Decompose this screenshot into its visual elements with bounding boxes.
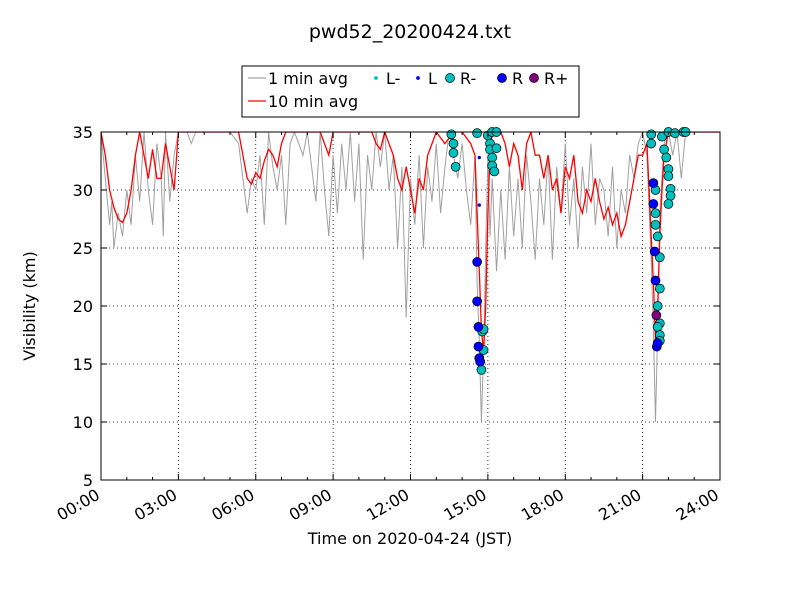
marker-rminus	[487, 152, 498, 163]
legend-label: L-	[386, 69, 400, 88]
marker-rplus	[651, 310, 662, 321]
legend-marker-swatch	[529, 73, 539, 83]
y-tick-label: 35	[73, 123, 93, 142]
x-tick-label: 00:00	[54, 485, 103, 525]
marker-l	[477, 203, 481, 207]
marker-rminus	[650, 219, 661, 230]
marker-rminus	[650, 208, 661, 219]
marker-rminus	[663, 199, 674, 209]
plot-area: 00:00 03:00 06:00 09:00 12:00 15:00 18:00 21:00…	[54, 123, 722, 525]
x-tick-label: 06:00	[208, 485, 257, 525]
legend-label: L	[428, 69, 437, 88]
legend-marker-swatch	[445, 73, 455, 83]
marker-rminus	[448, 148, 459, 158]
marker-rminus	[646, 138, 657, 149]
marker-rminus	[646, 129, 657, 140]
legend-marker-swatch	[416, 76, 420, 80]
marker-rminus	[665, 190, 676, 201]
x-tick-label: 09:00	[286, 485, 335, 525]
y-tick-label: 5	[83, 471, 93, 490]
precip-markers	[446, 127, 691, 375]
marker-rminus	[491, 143, 502, 154]
series-10min-avg	[101, 132, 720, 353]
marker-r	[649, 246, 660, 257]
legend-label: R-	[460, 69, 476, 88]
marker-rminus	[661, 152, 672, 163]
x-tick-label: 12:00	[363, 485, 412, 525]
marker-rminus	[652, 301, 663, 311]
marker-rminus	[659, 144, 669, 155]
marker-rminus	[450, 161, 461, 172]
axis-ticks: 00:00 03:00 06:00 09:00 12:00 15:00 18:00 21:00…	[54, 123, 722, 525]
marker-r	[472, 296, 482, 307]
x-tick-label: 15:00	[440, 485, 489, 525]
legend-label: R+	[544, 69, 569, 88]
legend-marker-swatch	[374, 76, 378, 80]
marker-rminus	[652, 322, 663, 332]
legend-marker-swatch	[497, 73, 507, 83]
x-tick-label: 24:00	[673, 485, 722, 525]
legend: 1 min avg L- L R- R R+ 10 min avg	[241, 65, 580, 118]
legend-label: R	[512, 69, 523, 88]
marker-r	[473, 341, 484, 352]
marker-r	[652, 338, 663, 348]
chart-title: pwd52_20200424.txt	[309, 21, 511, 43]
marker-l	[477, 155, 481, 160]
marker-rminus	[663, 171, 674, 181]
y-tick-label: 25	[73, 239, 93, 258]
legend-box	[241, 65, 580, 118]
marker-rminus	[489, 166, 500, 177]
legend-items: 1 min avg L- L R- R R+ 10 min avg	[248, 69, 569, 111]
marker-r	[648, 199, 659, 209]
marker-rminus	[654, 283, 665, 294]
y-tick-label: 20	[73, 297, 93, 316]
marker-rminus	[472, 128, 482, 139]
y-tick-label: 10	[73, 413, 93, 432]
marker-rminus	[652, 231, 663, 242]
marker-rminus	[476, 364, 487, 375]
x-axis-label: Time on 2020-04-24 (JST)	[307, 529, 512, 548]
series-1min-avg	[101, 132, 720, 423]
x-tick-label: 03:00	[131, 485, 180, 525]
marker-rminus	[446, 129, 457, 140]
y-tick-label: 30	[73, 181, 93, 200]
marker-rminus	[448, 138, 459, 149]
x-tick-label: 21:00	[595, 485, 644, 525]
marker-r	[475, 356, 485, 367]
marker-r	[650, 275, 661, 286]
y-tick-label: 15	[73, 355, 93, 374]
y-axis-label: Visibility (km)	[20, 251, 39, 360]
marker-r	[472, 257, 482, 267]
legend-label: 1 min avg	[268, 69, 348, 88]
legend-label: 10 min avg	[268, 92, 358, 111]
series-lines	[101, 132, 720, 423]
marker-r	[648, 178, 659, 188]
marker-r	[473, 322, 484, 332]
marker-rminus	[670, 128, 680, 139]
x-tick-label: 18:00	[518, 485, 567, 525]
